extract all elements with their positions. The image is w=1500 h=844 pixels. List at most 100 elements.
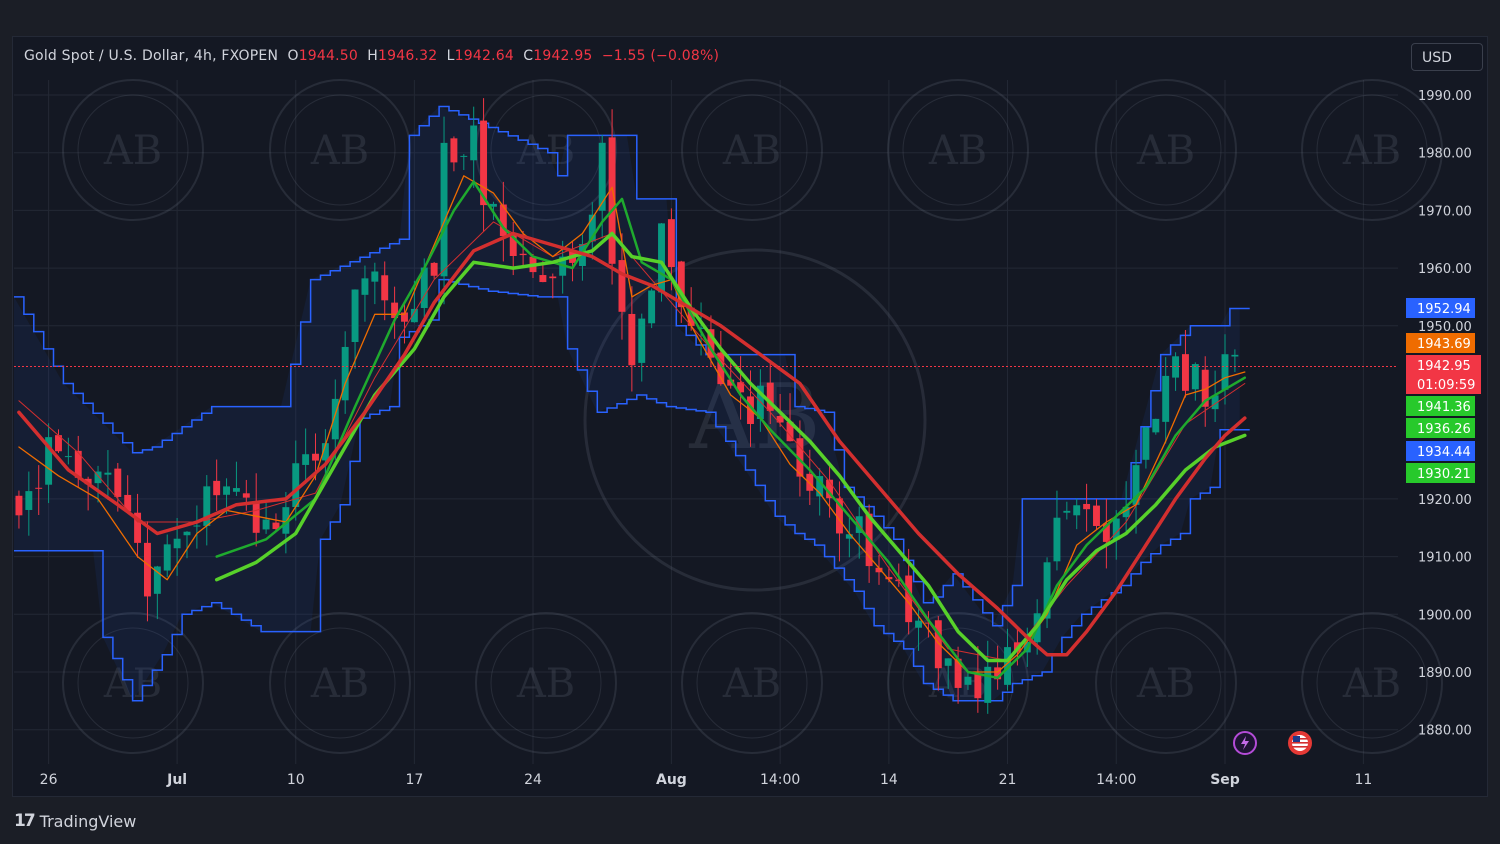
candle-body (371, 271, 379, 282)
candle-body (450, 138, 458, 163)
watermark-monogram: AB (310, 128, 369, 174)
price-label-text: 1952.94 (1417, 302, 1471, 317)
candle-body (173, 538, 181, 549)
watermark-monogram: AB (1342, 661, 1401, 707)
candle-body (381, 275, 389, 301)
candle-body (608, 137, 616, 264)
candle-body (826, 479, 834, 499)
time-tick-label: Jul (166, 772, 187, 788)
candle-body (687, 307, 695, 326)
candle-body (94, 471, 102, 484)
candle-body (499, 204, 507, 237)
time-tick-label: 21 (999, 772, 1017, 788)
candle-body (1162, 375, 1170, 422)
time-tick-label: 14:00 (1096, 772, 1136, 788)
watermark-seal-ring (696, 627, 808, 739)
candle-body (242, 493, 250, 498)
candle-body (618, 260, 626, 312)
candle-body (519, 253, 527, 256)
price-label-tag (1406, 374, 1481, 394)
candle-body (480, 120, 488, 206)
price-tick-label: 1890.00 (1418, 666, 1472, 681)
open-key: O (287, 48, 299, 64)
candle-body (648, 290, 656, 324)
candle-body (1112, 518, 1120, 540)
lightning-event-icon[interactable] (1233, 731, 1257, 755)
moving-averages (17, 175, 1247, 680)
price-label-text: 01:09:59 (1417, 378, 1475, 393)
candle-body (509, 234, 517, 257)
donchian-upper-line (14, 105, 1250, 627)
price-tick-label: 1920.00 (1418, 493, 1472, 508)
candle-body (628, 313, 636, 366)
high-key: H (367, 48, 379, 64)
time-tick-label: 10 (287, 772, 305, 788)
candle-body (64, 456, 72, 458)
candle-body (282, 507, 290, 534)
price-axis[interactable]: 1990.00 1980.00 1970.00 1960.00 1950.00 1920.… (1418, 89, 1472, 739)
candle-body (796, 438, 804, 477)
time-tick-label: 26 (40, 772, 58, 788)
watermark-seal-ring (77, 94, 189, 206)
high-value: 1946.32 (378, 48, 438, 64)
candle-body (321, 443, 329, 461)
watermark-seal-ring (1316, 627, 1428, 739)
currency-selector-button[interactable]: USD (1411, 43, 1483, 71)
close-value: 1942.95 (533, 48, 593, 64)
candle-body (1181, 354, 1189, 391)
candle-body (638, 318, 646, 363)
candle-body (737, 382, 745, 393)
candle-body (232, 488, 240, 492)
ma-green-thick-line (214, 231, 1247, 663)
candle-body (35, 487, 43, 489)
candle-body (766, 382, 774, 411)
candle-body (420, 267, 428, 308)
candle-body (905, 575, 913, 623)
us-flag-event-icon[interactable] (1288, 731, 1312, 755)
price-label-tag (1406, 463, 1475, 483)
time-tick-label: 14:00 (760, 772, 800, 788)
price-label-text: 1936.26 (1417, 422, 1471, 437)
price-label-text: 1942.95 (1417, 359, 1471, 374)
symbol-legend[interactable]: Gold Spot / U.S. Dollar, 4h, FXOPEN O194… (24, 48, 719, 64)
time-axis[interactable]: 26 Jul 10 17 24 Aug 14:00 14 21 14:00 Sep 11 (40, 772, 1373, 788)
candle-body (845, 534, 853, 539)
candle-body (183, 531, 191, 536)
candle-body (1122, 506, 1130, 518)
watermark-monogram: AB (516, 128, 575, 174)
candle-body (351, 289, 359, 342)
candle-body (895, 579, 903, 582)
candle-body (994, 667, 1002, 680)
candle-body (786, 421, 794, 442)
candle-body (816, 476, 824, 497)
grid-lines (14, 80, 1398, 764)
candle-body (55, 435, 62, 452)
ma-red-thick-line (17, 231, 1247, 657)
watermark-seal (887, 612, 1029, 754)
price-label-text: 1934.44 (1417, 445, 1471, 460)
candle-body (223, 486, 231, 495)
candle-body (440, 142, 448, 277)
candle-body (15, 495, 23, 516)
candle-body (875, 567, 883, 573)
time-tick-label: Aug (656, 772, 687, 788)
price-tick-label: 1900.00 (1418, 608, 1472, 623)
candle-body (717, 352, 725, 385)
candle-body (25, 491, 33, 510)
candle-body (1191, 364, 1199, 390)
candle-body (1063, 510, 1071, 513)
tradingview-logo[interactable]: 17 TradingView (14, 811, 136, 831)
candle-body (252, 501, 260, 533)
watermark-monogram: AB (516, 661, 575, 707)
candle-body (588, 214, 596, 242)
price-tick-label: 1970.00 (1418, 204, 1472, 219)
time-tick-label: 14 (880, 772, 898, 788)
watermark-monogram: AB (722, 661, 781, 707)
candle-body (1083, 503, 1091, 510)
candle-body (677, 261, 685, 308)
watermark-seal (1301, 612, 1443, 754)
watermark-monogram: AB (928, 128, 987, 174)
candle-body (1221, 354, 1229, 390)
candle-body (944, 658, 952, 666)
